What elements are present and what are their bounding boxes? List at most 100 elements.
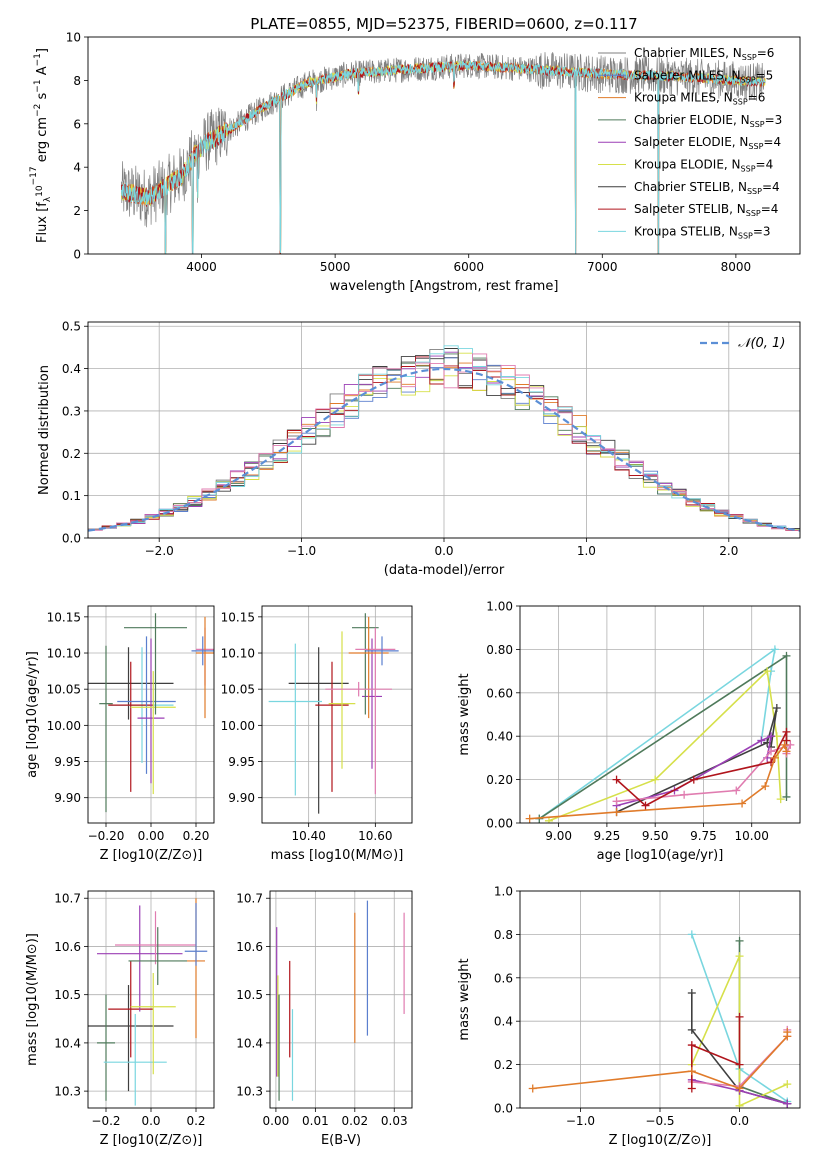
tick-label-y: 0.2	[494, 1058, 513, 1072]
tick-label-y: 10.3	[236, 1085, 263, 1099]
tick-label-x: 0.00	[263, 1114, 290, 1128]
axes-frame	[261, 605, 413, 824]
tick-label-y: 2	[73, 204, 81, 218]
tick-label-x: −0.2	[91, 1114, 120, 1128]
panel-weight_vs_Z: −1.0 −0.5 0.0 0.0 0.2 0.4 0.6 0.8 1.0 Z [log10(Z/…	[457, 885, 801, 1148]
tick-label-y: 10.7	[54, 892, 81, 906]
legend-name: Salpeter STELIB, N	[634, 202, 746, 216]
marks-mass_vs_EBV	[276, 900, 405, 1101]
errorbar	[88, 985, 174, 1092]
y-axis-label: age [log10(age/yr)]	[25, 651, 40, 778]
weight-marker	[735, 1101, 744, 1108]
errorbar	[365, 636, 399, 666]
histogram-pink	[88, 353, 800, 538]
legend-sub: SSP	[738, 231, 753, 240]
errorbar	[196, 616, 214, 719]
tick-label-x: 9.75	[690, 829, 717, 843]
weight-line-pink	[616, 743, 792, 803]
y-label-part: −2	[33, 104, 43, 117]
errorbar	[130, 671, 176, 795]
tick-label-x: 0.0	[730, 1114, 749, 1128]
errorbar	[268, 643, 322, 796]
tick-label-x: −1.0	[566, 1114, 595, 1128]
weight-marker	[651, 775, 660, 784]
tick-label-x: 1.0	[577, 544, 596, 558]
weight-marker	[763, 667, 772, 676]
tick-label-x: 8000	[721, 260, 752, 274]
axes-frame	[87, 890, 215, 1109]
errorbar	[128, 927, 187, 986]
weight-marker	[732, 786, 741, 795]
legend-n: =6	[757, 46, 775, 60]
weight-marker	[735, 1084, 744, 1093]
legend-sub: SSP	[741, 75, 756, 84]
errorbar	[115, 911, 196, 965]
tick-label-x: 9.25	[594, 829, 621, 843]
weight-marker	[783, 1028, 792, 1037]
tick-label-x: 0.0	[141, 1114, 160, 1128]
errorbar	[288, 647, 349, 814]
grid-weight_vs_Z	[520, 890, 800, 1109]
spectrum-model-kroupa_stelib	[120, 60, 766, 254]
errorbar	[108, 960, 154, 1058]
x-axis-label: (data-model)/error	[384, 563, 505, 578]
weight-marker	[783, 1099, 792, 1108]
legend-n: =4	[761, 202, 779, 216]
grid-mass_vs_Z	[88, 891, 214, 1108]
weight-marker	[687, 930, 696, 939]
y-axis-label: mass [log10(M/M⊙)]	[25, 933, 40, 1066]
legend-name: Salpeter MILES, N	[634, 68, 741, 82]
tick-label-y: 4	[73, 161, 81, 175]
legend-entry: Kroupa ELODIE, NSSP=4	[634, 158, 773, 174]
legend-entry: Chabrier ELODIE, NSSP=3	[634, 113, 782, 129]
y-label-part: Flux [f	[35, 202, 50, 243]
legend-n: =4	[756, 158, 774, 172]
errorbar	[108, 661, 154, 792]
weight-marker	[735, 952, 744, 961]
x-axis-label: wavelength [Angstrom, rest frame]	[330, 279, 559, 294]
weight-marker	[772, 703, 781, 712]
marks-weight_vs_Z	[528, 930, 792, 1108]
legend-n: =4	[762, 180, 780, 194]
errorbar	[184, 903, 208, 966]
tick-label-y: 0.20	[486, 773, 513, 787]
weight-marker	[544, 816, 553, 823]
tick-label-y: 10.6	[54, 940, 81, 954]
legend-n: =5	[756, 68, 774, 82]
axes-frame	[519, 605, 801, 824]
errorbar	[124, 613, 187, 715]
weight-marker	[782, 727, 791, 736]
legend-sub: SSP	[733, 98, 748, 107]
weight-marker	[612, 808, 621, 817]
panel-spectrum: 4000 5000 6000 7000 8000 0 2 4 6 8 10 wavelength [A…	[29, 31, 801, 294]
legend-name: Kroupa MILES, N	[634, 91, 733, 105]
weight-marker	[689, 775, 698, 784]
legend-sub: SSP	[748, 142, 763, 151]
weight-marker	[770, 753, 779, 762]
tick-label-x: −0.20	[88, 829, 125, 843]
weight-marker	[528, 1084, 537, 1093]
tick-label-x: 0.01	[302, 1114, 329, 1128]
tick-label-y: 0.1	[62, 489, 81, 503]
errorbar	[103, 1013, 167, 1106]
errorbar	[352, 613, 379, 715]
tick-label-y: 10	[66, 31, 81, 45]
y-axis-label: Flux [fλ10−17 erg cm−2 s−1 A−1]	[29, 48, 53, 243]
panel-age_vs_Z: −0.20 0.00 0.20 9.90 9.95 10.00 10.05 10.10 10.1…	[25, 605, 215, 863]
tick-label-x: 10.60	[358, 829, 392, 843]
errorbar	[97, 905, 183, 1012]
legend-name: Chabrier STELIB, N	[634, 180, 747, 194]
tick-label-x: −2.0	[145, 544, 174, 558]
tick-label-y: 0.0	[494, 1102, 513, 1116]
tick-label-x: 0.03	[381, 1114, 408, 1128]
tick-label-y: 10.00	[47, 719, 81, 733]
legend-entry: Salpeter STELIB, NSSP=4	[634, 202, 778, 218]
x-axis-label: Z [log10(Z/Z⊙)]	[100, 848, 203, 863]
weight-marker	[525, 814, 534, 823]
weight-line-kroupa_elodie	[548, 669, 782, 822]
tick-label-y: 0.0	[62, 532, 81, 546]
weight-marker	[735, 1012, 744, 1021]
tick-label-x: 0.0	[434, 544, 453, 558]
gaussian-curve	[88, 367, 800, 532]
legend-entry: Salpeter ELODIE, NSSP=4	[634, 135, 781, 151]
